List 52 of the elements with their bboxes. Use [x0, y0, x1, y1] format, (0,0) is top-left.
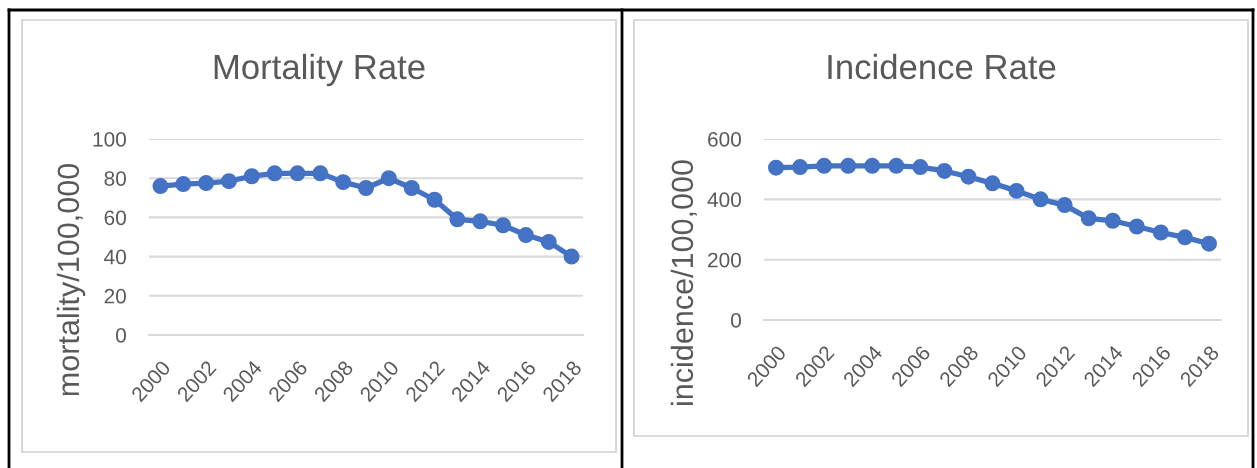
point — [864, 157, 881, 174]
point — [768, 159, 785, 176]
point — [960, 168, 977, 185]
point — [1080, 210, 1097, 227]
point — [495, 217, 512, 234]
y-tick-label: 80 — [104, 171, 126, 186]
y-axis-title: incidence/100,000 — [670, 160, 697, 405]
point — [840, 157, 857, 174]
point — [936, 162, 953, 179]
y-tick-label: 200 — [708, 252, 741, 268]
y-tick-label: 100 — [93, 132, 126, 147]
point — [289, 165, 306, 182]
point — [1008, 182, 1025, 199]
point — [358, 180, 374, 196]
point — [472, 213, 489, 230]
point — [152, 178, 169, 195]
point — [426, 191, 443, 208]
y-tick-label: 0 — [731, 313, 741, 328]
point — [403, 180, 420, 196]
point — [1104, 212, 1121, 229]
point — [1152, 224, 1169, 241]
point — [540, 233, 557, 250]
point — [1032, 191, 1049, 208]
point — [517, 227, 534, 244]
point — [984, 175, 1001, 192]
point — [380, 170, 397, 187]
y-tick-label: 60 — [104, 210, 126, 226]
point — [1128, 218, 1145, 235]
y-axis-title: mortality/100,000 — [56, 163, 86, 396]
point — [1056, 197, 1073, 214]
y-tick-label: 400 — [707, 192, 741, 208]
point — [266, 165, 283, 182]
point — [220, 173, 237, 190]
y-tick-label: 600 — [708, 132, 741, 147]
point — [449, 211, 466, 228]
point — [1200, 235, 1217, 252]
point — [198, 175, 215, 192]
point — [563, 248, 580, 265]
chart-title: Incidence Rate — [828, 53, 1056, 80]
point — [312, 165, 329, 182]
point — [1176, 229, 1193, 246]
point — [816, 157, 833, 174]
chart-title: Mortality Rate — [214, 53, 425, 87]
y-tick-label: 40 — [104, 249, 126, 265]
point — [243, 168, 260, 185]
y-tick-label: 20 — [104, 288, 126, 304]
point — [792, 159, 809, 176]
point — [175, 176, 192, 193]
point — [888, 157, 905, 174]
point — [912, 159, 929, 176]
y-tick-label: 0 — [116, 328, 126, 343]
point — [335, 174, 352, 191]
